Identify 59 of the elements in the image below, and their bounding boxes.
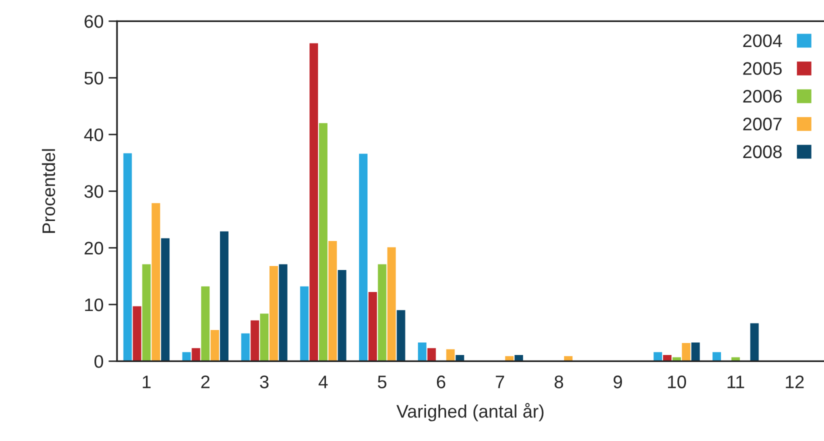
x-tick-label: 2 xyxy=(201,376,210,388)
y-tick-label: 10 xyxy=(85,298,104,312)
bar xyxy=(712,352,722,362)
x-axis-title: Varighed (antal år) xyxy=(396,403,544,422)
x-tick-label: 10 xyxy=(668,376,686,388)
y-tick-label: 0 xyxy=(94,355,104,368)
bar xyxy=(338,270,346,362)
legend-label: 2006 xyxy=(743,90,782,103)
y-axis-title: Procentdel xyxy=(42,149,56,233)
bar xyxy=(250,320,260,362)
x-tick-label: 6 xyxy=(436,376,446,388)
bar xyxy=(418,342,426,362)
bar xyxy=(152,203,160,362)
bar xyxy=(220,231,228,362)
bar xyxy=(192,348,200,362)
bar xyxy=(310,43,318,362)
y-tick-label: 20 xyxy=(84,242,104,255)
x-tick-label: 9 xyxy=(614,376,622,388)
bar xyxy=(210,330,220,362)
y-tick-label: 50 xyxy=(84,72,104,85)
legend-label: 2004 xyxy=(743,34,782,48)
bar xyxy=(142,264,151,362)
x-tick-label: 7 xyxy=(496,376,504,388)
bar xyxy=(387,247,396,362)
x-tick-label: 11 xyxy=(728,376,744,388)
y-tick-label: 40 xyxy=(84,128,104,142)
bar xyxy=(241,333,250,362)
bar xyxy=(182,352,191,362)
bar xyxy=(201,286,210,362)
bar xyxy=(260,314,269,362)
bar xyxy=(132,306,142,362)
bar xyxy=(318,123,328,362)
bar xyxy=(446,349,455,362)
bar xyxy=(278,264,288,362)
bar xyxy=(427,348,436,362)
x-tick-label: 12 xyxy=(786,376,804,388)
x-tick-label: 1 xyxy=(142,376,151,388)
bar xyxy=(396,310,406,362)
bar xyxy=(123,153,132,362)
y-tick-label: 30 xyxy=(84,185,104,198)
bar xyxy=(682,343,690,362)
bar xyxy=(359,154,368,362)
bar xyxy=(300,286,309,362)
x-tick-label: 8 xyxy=(554,376,564,388)
bar xyxy=(161,238,170,362)
bar xyxy=(328,241,337,362)
legend-label: 2008 xyxy=(743,145,782,158)
bar xyxy=(691,342,700,362)
x-tick-label: 3 xyxy=(260,376,269,388)
bar xyxy=(269,266,278,362)
bar xyxy=(654,352,662,362)
x-tick-label: 4 xyxy=(318,376,328,388)
legend-label: 2005 xyxy=(743,62,782,75)
x-tick-label: 5 xyxy=(378,376,386,388)
legend-label: 2007 xyxy=(743,118,782,130)
bar xyxy=(378,264,386,362)
bar xyxy=(750,323,759,362)
y-tick-label: 60 xyxy=(84,15,104,28)
bar xyxy=(368,292,377,362)
